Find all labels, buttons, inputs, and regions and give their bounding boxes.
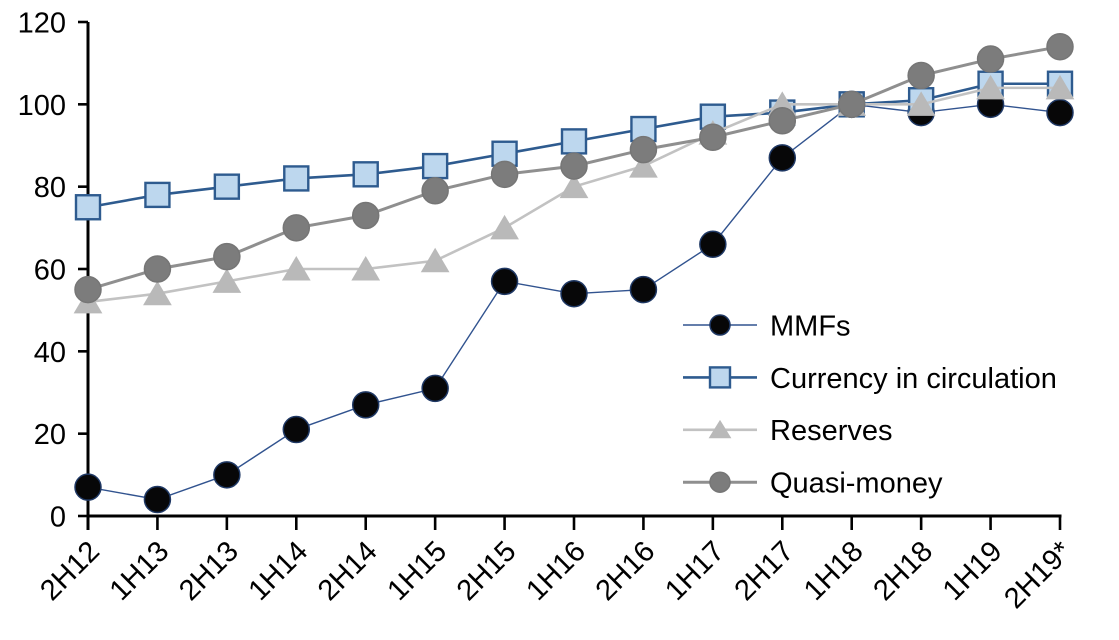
data-point-quasi-money-2h15 [490,160,519,189]
y-tick-label: 60 [34,254,66,286]
data-point-mmfs-2h17 [768,144,797,172]
x-tick-label: 1H13 [104,535,176,607]
x-tick-label: 2H14 [312,535,384,607]
x-tick-label: 1H17 [659,535,731,607]
data-point-reserves-2h14 [351,256,381,281]
data-point-reserves-2h19 [1045,74,1075,100]
data-point-currency-in-circulation-2h12 [74,194,102,221]
x-tick-label: 2H12 [34,535,106,607]
legend-marker-mmfs [709,314,731,336]
x-tick-label: 1H16 [520,535,592,607]
data-point-currency-in-circulation-1h16 [560,128,588,155]
data-point-quasi-money-2h14 [351,201,380,230]
x-tick-label: 2H18 [867,535,939,607]
data-point-quasi-money-2h19 [1046,32,1074,61]
data-point-mmfs-1h16 [560,279,588,308]
legend-label-reserves: Reserves [770,415,893,447]
y-tick-label: 0 [50,501,66,533]
legend-marker-reserves [708,419,732,439]
x-tick-label: 1H14 [243,535,315,607]
x-tick-label: 2H19* [998,535,1078,615]
x-tick-label: 2H16 [590,535,662,607]
data-point-mmfs-1h13 [143,485,172,514]
data-point-mmfs-2h12 [74,473,102,501]
data-point-currency-in-circulation-1h15 [421,152,449,180]
y-tick-label: 100 [18,90,66,122]
series-quasi-money [74,32,1074,304]
data-point-quasi-money-1h14 [282,214,311,242]
data-point-quasi-money-2h17 [768,107,797,135]
legend-item-currency-in-circulation: Currency in circulation [683,363,1057,395]
data-point-quasi-money-1h16 [560,152,588,180]
data-point-quasi-money-1h19 [976,45,1005,73]
y-tick-label: 20 [34,419,66,451]
data-point-mmfs-1h15 [421,374,449,403]
data-point-quasi-money-1h18 [837,90,866,119]
data-point-currency-in-circulation-2h13 [213,173,241,200]
data-point-reserves-1h19 [976,74,1005,100]
data-point-quasi-money-1h15 [421,177,449,205]
x-tick-label: 1H19 [937,535,1009,607]
data-point-quasi-money-1h13 [143,255,172,283]
data-point-reserves-2h16 [629,153,658,178]
legend: MMFs Currency in circulation Reserves Quasi… [683,310,1057,500]
data-point-mmfs-1h17 [699,230,727,259]
legend-label-mmfs: MMFs [770,310,851,342]
data-point-reserves-2h15 [490,214,519,240]
data-point-currency-in-circulation-1h14 [283,165,310,192]
legend-marker-currency-in-circulation [708,366,732,389]
data-point-reserves-1h13 [143,280,172,306]
legend-item-reserves: Reserves [683,415,893,447]
x-tick-label: 2H13 [173,535,245,607]
data-point-mmfs-2h15 [490,267,519,296]
x-tick-label: 2H15 [451,535,523,607]
data-point-mmfs-2h19 [1046,98,1074,127]
data-point-mmfs-2h14 [351,391,380,419]
data-point-mmfs-2h13 [213,461,241,489]
legend-item-quasi-money: Quasi-money [683,468,943,500]
data-point-quasi-money-2h16 [629,135,658,164]
legend-item-mmfs: MMFs [683,310,851,342]
data-point-currency-in-circulation-1h13 [144,181,171,209]
data-point-currency-in-circulation-2h15 [491,140,518,167]
legend-label-quasi-money: Quasi-money [770,468,943,500]
data-point-quasi-money-2h13 [213,242,241,271]
x-tick-label: 1H18 [798,535,870,607]
data-point-reserves-1h16 [559,173,589,199]
data-point-reserves-1h14 [281,256,311,281]
data-point-reserves-1h15 [420,247,450,273]
data-point-mmfs-2h16 [629,275,658,304]
data-point-reserves-2h18 [906,91,936,116]
data-point-quasi-money-1h17 [699,123,727,152]
y-tick-label: 40 [34,337,66,369]
y-tick-label: 80 [34,172,66,204]
x-tick-label: 2H17 [729,535,801,607]
legend-label-currency-in-circulation: Currency in circulation [770,363,1057,395]
data-point-currency-in-circulation-2h14 [352,161,379,188]
y-tick-label: 120 [18,7,66,39]
data-point-reserves-2h13 [212,268,242,293]
data-point-quasi-money-2h18 [907,61,935,90]
legend-marker-quasi-money [709,471,731,493]
x-tick-label: 1H15 [381,535,453,607]
data-point-quasi-money-2h12 [74,275,102,304]
data-point-mmfs-1h14 [282,415,311,444]
